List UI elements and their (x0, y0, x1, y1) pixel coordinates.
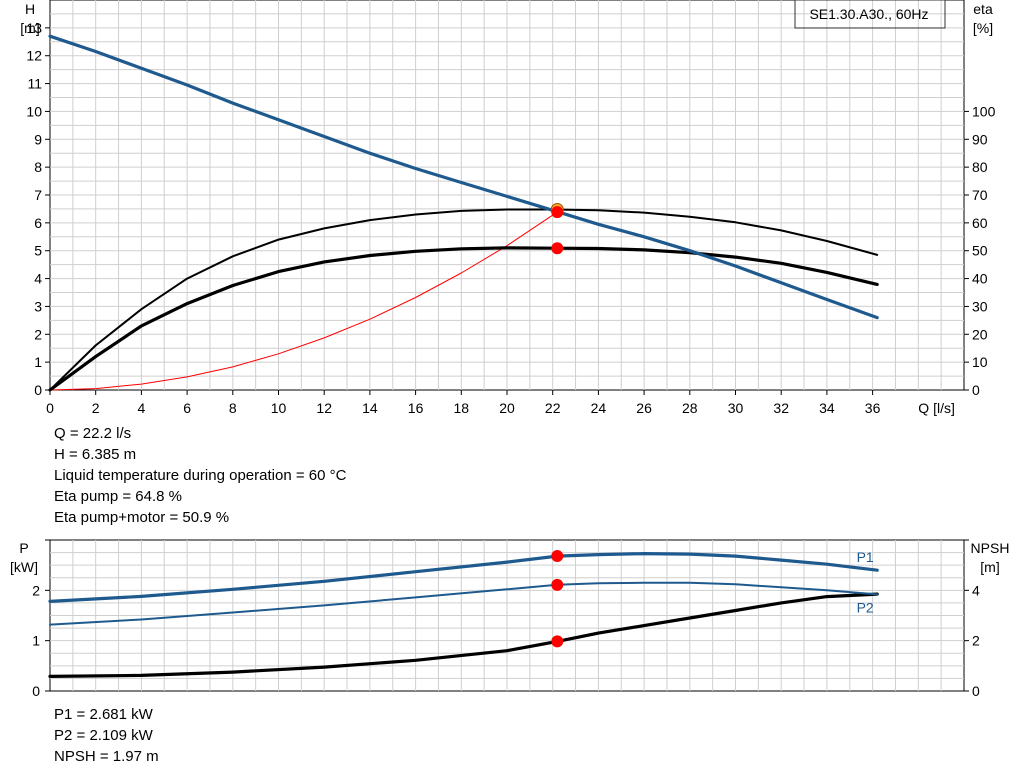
info-p1: P1 = 2.681 kW (54, 706, 153, 723)
p-axis-label-line-0: P (19, 540, 28, 556)
h-axis-tick-label: 5 (34, 243, 42, 259)
eta-axis-tick-label: 10 (972, 354, 988, 370)
h-axis-tick-label: 6 (34, 215, 42, 231)
h-axis-tick-label: 1 (34, 354, 42, 370)
q-axis-tick-label: 32 (773, 400, 789, 416)
npsh-axis-label-line-1: [m] (980, 559, 999, 575)
eta-axis-label-line-0: eta (973, 1, 993, 17)
q-axis-tick-label: 12 (316, 400, 332, 416)
h-axis-tick-label: 7 (34, 187, 42, 203)
q-axis-tick-label: 20 (499, 400, 515, 416)
info-h: H = 6.385 m (54, 446, 137, 463)
eta-axis-tick-label: 60 (972, 215, 988, 231)
npsh-curve (48, 592, 879, 678)
q-axis-tick-label: 34 (819, 400, 835, 416)
operating-point-marker (551, 578, 564, 591)
npsh-axis-tick-label: 4 (972, 582, 980, 598)
q-axis-tick-label: 6 (183, 400, 191, 416)
operating-point-info: Q = 22.2 l/s H = 6.385 m Liquid temperat… (54, 423, 346, 528)
eta-axis-tick-label: 40 (972, 271, 988, 287)
h-axis-tick-label: 12 (26, 48, 42, 64)
p-axis-tick-label: 2 (32, 582, 40, 598)
info-npsh: NPSH = 1.97 m (54, 748, 159, 765)
info-eta-pump-motor: Eta pump+motor = 50.9 % (54, 509, 230, 526)
q-axis-tick-label: 36 (865, 400, 881, 416)
operating-point-marker (551, 242, 564, 255)
q-axis-tick-label: 22 (545, 400, 561, 416)
q-axis-tick-label: 30 (728, 400, 744, 416)
h-axis-tick-label: 8 (34, 159, 42, 175)
eta-axis-tick-label: 100 (972, 103, 996, 119)
eta-axis-tick-label: 80 (972, 159, 988, 175)
info-p2: P2 = 2.109 kW (54, 727, 153, 744)
h-axis-tick-label: 11 (27, 76, 42, 92)
p2-series-label: P2 (857, 599, 874, 615)
p-axis-label-line-1: [kW] (10, 559, 38, 575)
npsh-axis-tick-label: 0 (972, 683, 980, 699)
h-axis-tick-label: 10 (26, 103, 42, 119)
npsh-axis-tick-label: 2 (972, 633, 980, 649)
p1-curve (48, 552, 879, 603)
p-axis-tick-label: 1 (32, 633, 40, 649)
q-axis-tick-label: 26 (636, 400, 652, 416)
system-curve (49, 211, 558, 391)
eta-pump-curve (49, 208, 879, 391)
h-axis-label-line-0: H (25, 1, 35, 17)
operating-point-marker (551, 550, 564, 563)
head-curve (48, 34, 879, 320)
p2-curve (49, 581, 879, 626)
q-axis-tick-label: 18 (454, 400, 470, 416)
operating-point-marker (551, 635, 564, 648)
eta-axis-tick-label: 70 (972, 187, 988, 203)
q-axis-tick-label: 14 (362, 400, 378, 416)
h-axis-tick-label: 13 (26, 20, 42, 36)
power-npsh-info: P1 = 2.681 kW P2 = 2.109 kW NPSH = 1.97 … (54, 704, 159, 767)
eta-axis-tick-label: 20 (972, 326, 988, 342)
eta-axis-tick-label: 30 (972, 298, 988, 314)
eta-axis-tick-label: 0 (972, 382, 980, 398)
q-axis-tick-label: 4 (138, 400, 146, 416)
q-axis-tick-label: 2 (92, 400, 100, 416)
h-axis-tick-label: 0 (34, 382, 42, 398)
q-axis-tick-label: 24 (591, 400, 607, 416)
chart-title-box (794, 0, 946, 29)
eta-axis-tick-label: 90 (972, 131, 988, 147)
h-axis-tick-label: 9 (34, 131, 42, 147)
q-axis-tick-label: 16 (408, 400, 424, 416)
q-axis-label: Q [l/s] (918, 400, 955, 416)
h-axis-label-line-1: [m] (20, 20, 39, 36)
npsh-axis-label-line-0: NPSH (971, 540, 1010, 556)
q-axis-tick-label: 10 (271, 400, 287, 416)
p-axis-tick-label: 0 (32, 683, 40, 699)
q-axis-tick-label: 8 (229, 400, 237, 416)
h-axis-tick-label: 3 (34, 298, 42, 314)
operating-point-marker (551, 206, 564, 219)
eta-axis-label-line-1: [%] (973, 20, 993, 36)
eta-pump-motor-curve (48, 246, 879, 392)
eta-axis-tick-label: 50 (972, 243, 988, 259)
info-liquid-temperature: Liquid temperature during operation = 60… (54, 467, 347, 484)
h-axis-tick-label: 4 (34, 271, 42, 287)
p1-series-label: P1 (857, 549, 874, 565)
info-eta-pump: Eta pump = 64.8 % (54, 488, 182, 505)
h-axis-tick-label: 2 (34, 326, 42, 342)
info-q: Q = 22.2 l/s (54, 425, 132, 442)
q-axis-tick-label: 0 (46, 400, 54, 416)
chart-title: SE1.30.A30., 60Hz (809, 6, 928, 22)
q-axis-tick-label: 28 (682, 400, 698, 416)
